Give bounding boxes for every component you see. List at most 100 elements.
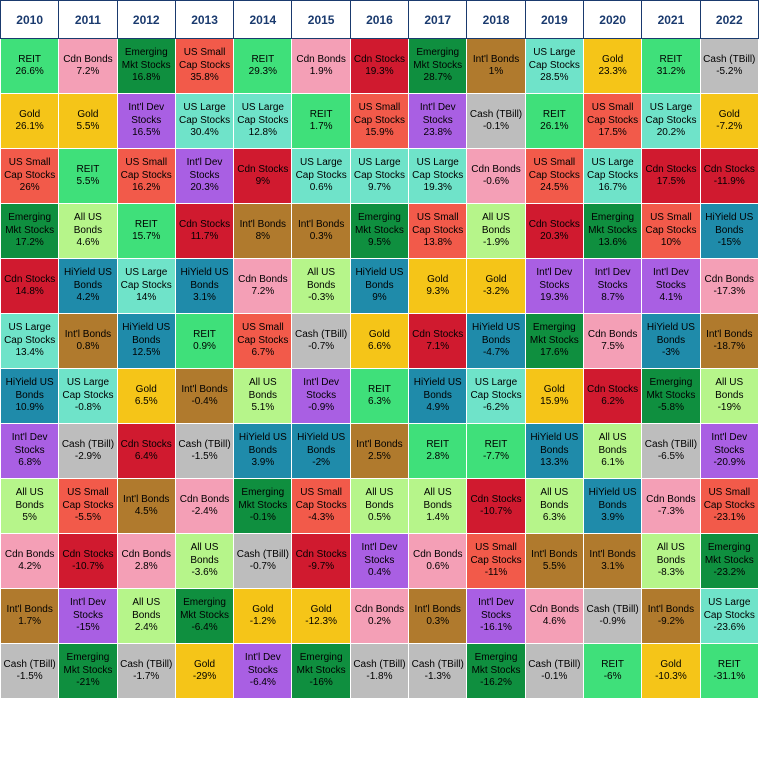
asset-label: REIT <box>703 659 756 672</box>
asset-label: Emerging Mkt Stocks <box>236 487 289 512</box>
asset-value: 23.3% <box>586 66 639 79</box>
asset-value: 0.5% <box>353 512 406 525</box>
asset-label: US Large Cap Stocks <box>411 157 464 182</box>
asset-cell: Int'l Bonds-9.2% <box>642 589 700 644</box>
asset-label: Gold <box>353 329 406 342</box>
asset-value: -0.9% <box>294 402 347 415</box>
asset-value: 3.1% <box>178 292 231 305</box>
asset-value: -19% <box>703 402 756 415</box>
asset-cell: Emerging Mkt Stocks-16% <box>292 644 350 699</box>
asset-label: HiYield US Bonds <box>586 487 639 512</box>
year-header: 2014 <box>234 1 292 39</box>
asset-value: -9.2% <box>644 616 697 629</box>
asset-label: Emerging Mkt Stocks <box>353 212 406 237</box>
asset-cell: Int'l Dev Stocks4.1% <box>642 259 700 314</box>
asset-cell: All US Bonds-0.3% <box>292 259 350 314</box>
asset-label: HiYield US Bonds <box>528 432 581 457</box>
asset-cell: Int'l Bonds-18.7% <box>700 314 758 369</box>
asset-cell: Gold23.3% <box>583 39 641 94</box>
asset-cell: Int'l Dev Stocks-20.9% <box>700 424 758 479</box>
asset-label: Cdn Stocks <box>469 494 522 507</box>
asset-label: US Large Cap Stocks <box>294 157 347 182</box>
asset-cell: US Large Cap Stocks0.6% <box>292 149 350 204</box>
asset-cell: Int'l Dev Stocks-6.4% <box>234 644 292 699</box>
asset-label: REIT <box>236 54 289 67</box>
asset-cell: Cdn Bonds7.2% <box>59 39 117 94</box>
asset-cell: All US Bonds4.6% <box>59 204 117 259</box>
asset-label: All US Bonds <box>120 597 173 622</box>
asset-value: 17.2% <box>3 237 56 250</box>
asset-label: Cdn Bonds <box>644 494 697 507</box>
asset-value: 0.8% <box>61 341 114 354</box>
asset-value: 6.3% <box>528 512 581 525</box>
asset-value: -6% <box>586 671 639 684</box>
asset-cell: REIT-31.1% <box>700 644 758 699</box>
asset-cell: Cdn Stocks-11.9% <box>700 149 758 204</box>
asset-label: REIT <box>644 54 697 67</box>
asset-value: -6.4% <box>178 622 231 635</box>
asset-cell: HiYield US Bonds9% <box>350 259 408 314</box>
asset-value: -0.3% <box>294 292 347 305</box>
asset-value: -5.5% <box>61 512 114 525</box>
asset-label: Emerging Mkt Stocks <box>3 212 56 237</box>
asset-cell: Gold6.6% <box>350 314 408 369</box>
asset-label: Emerging Mkt Stocks <box>411 47 464 72</box>
asset-label: Int'l Dev Stocks <box>469 597 522 622</box>
asset-value: 4.6% <box>528 616 581 629</box>
asset-cell: Emerging Mkt Stocks-5.8% <box>642 369 700 424</box>
asset-label: All US Bonds <box>586 432 639 457</box>
table-row: Int'l Bonds1.7%Int'l Dev Stocks-15%All U… <box>1 589 759 644</box>
asset-cell: Cdn Bonds4.2% <box>1 534 59 589</box>
asset-cell: All US Bonds2.4% <box>117 589 175 644</box>
asset-label: Int'l Bonds <box>644 604 697 617</box>
asset-value: 6.3% <box>353 396 406 409</box>
asset-cell: Int'l Dev Stocks16.5% <box>117 94 175 149</box>
asset-cell: Emerging Mkt Stocks16.8% <box>117 39 175 94</box>
asset-value: -0.1% <box>469 121 522 134</box>
asset-cell: Emerging Mkt Stocks-23.2% <box>700 534 758 589</box>
asset-label: Cash (TBill) <box>644 439 697 452</box>
asset-value: 28.7% <box>411 72 464 85</box>
asset-value: 4.2% <box>3 561 56 574</box>
asset-cell: US Small Cap Stocks13.8% <box>409 204 467 259</box>
asset-label: All US Bonds <box>703 377 756 402</box>
asset-value: -1.8% <box>353 671 406 684</box>
asset-value: 5.5% <box>61 121 114 134</box>
asset-cell: REIT-6% <box>583 644 641 699</box>
asset-label: US Small Cap Stocks <box>528 157 581 182</box>
asset-cell: US Small Cap Stocks15.9% <box>350 94 408 149</box>
asset-value: -4.3% <box>294 512 347 525</box>
asset-cell: Int'l Dev Stocks-16.1% <box>467 589 525 644</box>
asset-value: 26.1% <box>528 121 581 134</box>
asset-label: Int'l Dev Stocks <box>703 432 756 457</box>
asset-cell: REIT2.8% <box>409 424 467 479</box>
asset-label: HiYield US Bonds <box>120 322 173 347</box>
asset-cell: Cash (TBill)-6.5% <box>642 424 700 479</box>
asset-cell: Gold9.3% <box>409 259 467 314</box>
asset-label: Emerging Mkt Stocks <box>644 377 697 402</box>
asset-cell: HiYield US Bonds-4.7% <box>467 314 525 369</box>
year-header: 2010 <box>1 1 59 39</box>
asset-value: 13.6% <box>586 237 639 250</box>
asset-value: 16.8% <box>120 72 173 85</box>
asset-label: Int'l Dev Stocks <box>411 102 464 127</box>
asset-value: -15% <box>61 622 114 635</box>
asset-label: US Small Cap Stocks <box>120 157 173 182</box>
asset-label: Emerging Mkt Stocks <box>703 542 756 567</box>
asset-label: Cash (TBill) <box>353 659 406 672</box>
asset-label: Gold <box>3 109 56 122</box>
asset-label: Cash (TBill) <box>294 329 347 342</box>
asset-cell: Int'l Dev Stocks23.8% <box>409 94 467 149</box>
asset-value: 11.7% <box>178 231 231 244</box>
table-row: HiYield US Bonds10.9%US Large Cap Stocks… <box>1 369 759 424</box>
asset-value: -20.9% <box>703 457 756 470</box>
asset-value: -16% <box>294 677 347 690</box>
asset-cell: REIT31.2% <box>642 39 700 94</box>
asset-cell: Int'l Bonds2.5% <box>350 424 408 479</box>
asset-cell: US Small Cap Stocks-5.5% <box>59 479 117 534</box>
asset-label: REIT <box>586 659 639 672</box>
asset-value: 2.5% <box>353 451 406 464</box>
asset-value: 2.8% <box>411 451 464 464</box>
asset-cell: US Large Cap Stocks20.2% <box>642 94 700 149</box>
asset-label: Emerging Mkt Stocks <box>120 47 173 72</box>
